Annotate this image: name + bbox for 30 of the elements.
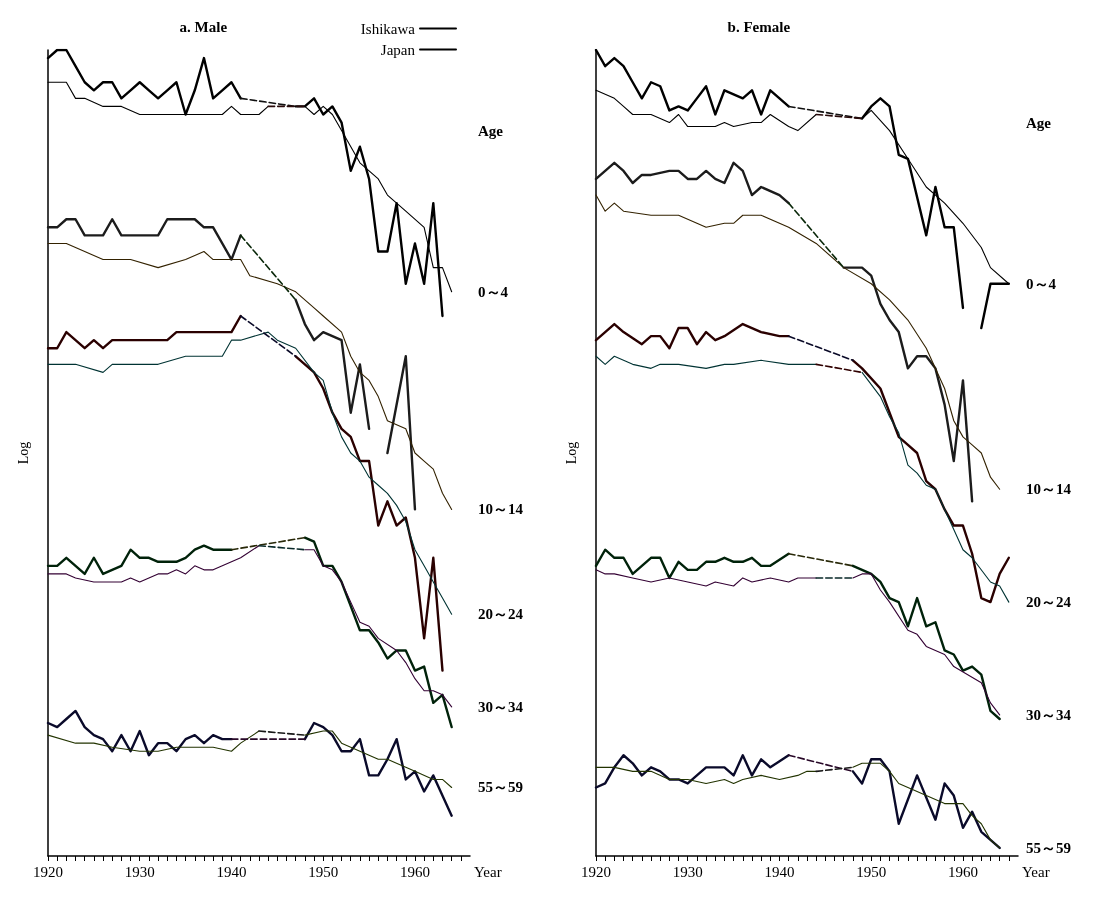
text: 30～34 — [1026, 706, 1072, 723]
x-tick-label: 1950 — [856, 863, 887, 880]
y-axis-title: Log — [563, 441, 579, 465]
chart-title: a. Male — [179, 18, 228, 35]
x-tick-label: 1930 — [124, 863, 155, 880]
x-tick-label: 1950 — [308, 863, 339, 880]
legend-label: Japan — [380, 41, 416, 58]
x-tick-label: 1960 — [947, 863, 978, 880]
x-tick-label: 1940 — [764, 863, 795, 880]
chart-title: b. Female — [727, 18, 791, 35]
x-tick-label: 1940 — [216, 863, 247, 880]
text: 55～59 — [1026, 839, 1071, 856]
text: 0～4 — [1026, 275, 1057, 292]
x-axis-title: Year — [474, 863, 502, 880]
x-tick-label: 1930 — [672, 863, 703, 880]
text: 10～14 — [1026, 481, 1072, 498]
text: Age — [1026, 114, 1052, 131]
text: 20～24 — [1026, 594, 1072, 611]
text: 10～14 — [478, 501, 524, 518]
text: 0～4 — [478, 283, 509, 300]
y-axis-title: Log — [15, 441, 31, 465]
x-tick-label: 1960 — [399, 863, 430, 880]
x-axis-title: Year — [1022, 863, 1050, 880]
x-tick-label: 1920 — [33, 863, 63, 880]
x-tick-label: 1920 — [581, 863, 611, 880]
legend-label: Ishikawa — [360, 20, 416, 37]
text: 55～59 — [478, 779, 523, 796]
text: 30～34 — [478, 698, 524, 715]
text: 20～24 — [478, 606, 524, 623]
text: Age — [478, 122, 504, 139]
